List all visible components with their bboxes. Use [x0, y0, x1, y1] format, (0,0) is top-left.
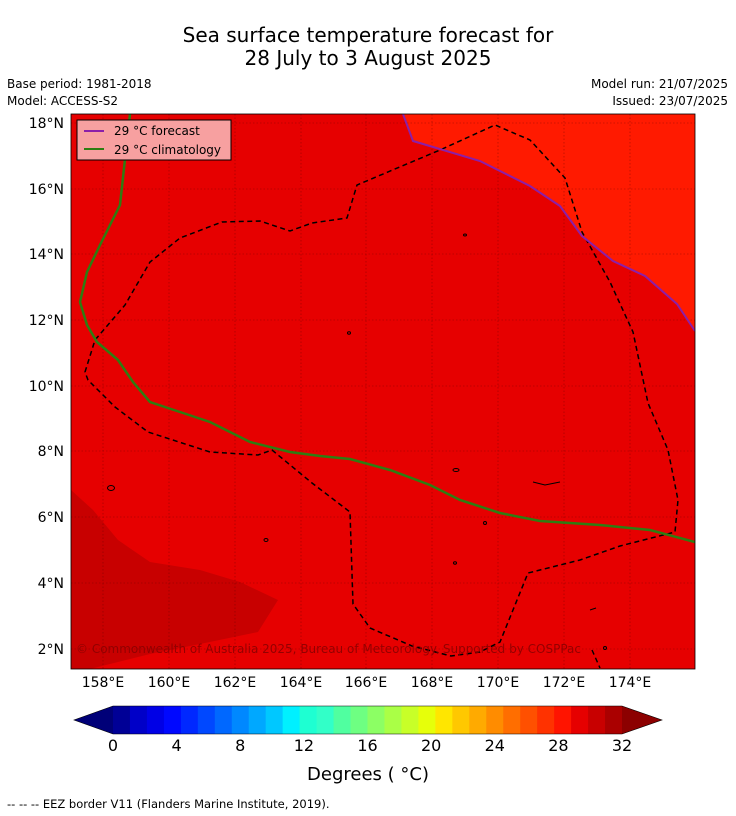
colorbar-bin	[520, 706, 538, 734]
eez-border	[84, 124, 679, 657]
colorbar-bin	[333, 706, 352, 734]
lon-tick-label: 162°E	[214, 675, 257, 691]
colorbar-bin	[452, 706, 470, 734]
climatology-29c-line	[78, 114, 695, 544]
copyright-watermark: © Commonwealth of Australia 2025, Bureau…	[76, 642, 581, 656]
lat-tick-label: 4°N	[38, 576, 64, 592]
colorbar-bin	[316, 706, 335, 734]
longitude-tick-labels: 158°E 160°E 162°E 164°E 166°E 168°E 170°…	[82, 675, 652, 691]
colorbar-under-arrow	[74, 706, 113, 734]
lat-tick-label: 16°N	[29, 182, 64, 198]
model-run: Model run: 21/07/2025	[590, 77, 728, 91]
colorbar-bin	[180, 706, 199, 734]
colorbar-bin	[299, 706, 318, 734]
colorbar-bin	[197, 706, 216, 734]
colorbar-bin	[435, 706, 453, 734]
colorbar-bin	[588, 706, 606, 734]
colorbar-bin	[113, 706, 131, 734]
legend-forecast-label: 29 °C forecast	[114, 124, 200, 138]
colorbar-bin	[384, 706, 402, 734]
colorbar-bin	[265, 706, 284, 734]
colorbar-tick-label: 24	[485, 736, 505, 755]
colorbar-tick-label: 20	[421, 736, 441, 755]
colorbar-bin	[537, 706, 555, 734]
lat-tick-label: 14°N	[29, 247, 64, 263]
legend-climatology-label: 29 °C climatology	[114, 143, 221, 157]
colorbar-bin	[163, 706, 182, 734]
cool-region	[71, 490, 278, 669]
colorbar: 0 4 8 12 16 20 24 28 32 Degrees ( °C)	[73, 705, 663, 785]
colorbar-bin	[248, 706, 267, 734]
colorbar-bin	[571, 706, 589, 734]
colorbar-tick-label: 28	[548, 736, 568, 755]
colorbar-tick-label: 0	[108, 736, 118, 755]
colorbar-bin	[367, 706, 385, 734]
lon-tick-label: 174°E	[609, 675, 652, 691]
colorbar-tick-label: 16	[357, 736, 377, 755]
issued-date: Issued: 23/07/2025	[612, 94, 728, 108]
islands	[107, 233, 607, 650]
colorbar-bin	[350, 706, 368, 734]
warm-region	[403, 114, 695, 331]
lon-tick-label: 172°E	[543, 675, 586, 691]
colorbar-bin	[469, 706, 487, 734]
colorbar-bin	[418, 706, 436, 734]
sst-map: 29 °C forecast 29 °C climatology © Commo…	[29, 113, 696, 691]
model-name: Model: ACCESS-S2	[7, 94, 119, 108]
latitude-tick-labels: 18°N 16°N 14°N 12°N 10°N 8°N 6°N 4°N 2°N	[29, 116, 64, 658]
eez-footnote: -- -- -- EEZ border V11 (Flanders Marine…	[7, 797, 330, 811]
lon-tick-label: 170°E	[477, 675, 520, 691]
lat-tick-label: 8°N	[38, 444, 64, 460]
colorbar-over-arrow	[622, 706, 662, 734]
lat-tick-label: 6°N	[38, 510, 64, 526]
colorbar-bin	[231, 706, 250, 734]
colorbar-bin	[503, 706, 521, 734]
eez-border-tail	[591, 649, 601, 669]
colorbar-bin	[282, 706, 301, 734]
colorbar-bin	[401, 706, 419, 734]
colorbar-bin	[129, 706, 148, 734]
colorbar-tick-label: 12	[294, 736, 314, 755]
colorbar-tick-label: 4	[172, 736, 182, 755]
chart-title-line1: Sea surface temperature forecast for	[182, 23, 554, 47]
colorbar-bin	[214, 706, 233, 734]
lon-tick-label: 168°E	[411, 675, 454, 691]
chart-title-line2: 28 July to 3 August 2025	[244, 46, 492, 70]
lat-tick-label: 12°N	[29, 313, 64, 329]
lon-tick-label: 164°E	[280, 675, 323, 691]
colorbar-bin	[554, 706, 572, 734]
lat-tick-label: 18°N	[29, 116, 64, 132]
grid-lines	[71, 114, 695, 669]
colorbar-bin	[486, 706, 504, 734]
map-legend: 29 °C forecast 29 °C climatology	[76, 119, 232, 161]
colorbar-bin	[605, 706, 623, 734]
colorbar-tick-label: 32	[612, 736, 632, 755]
base-period: Base period: 1981-2018	[7, 77, 152, 91]
colorbar-tick-label: 8	[235, 736, 245, 755]
colorbar-label: Degrees ( °C)	[307, 764, 429, 785]
lon-tick-label: 166°E	[345, 675, 388, 691]
colorbar-bin	[146, 706, 165, 734]
lon-tick-label: 160°E	[148, 675, 191, 691]
lon-tick-label: 158°E	[82, 675, 125, 691]
forecast-29c-line	[402, 114, 695, 332]
lat-tick-label: 10°N	[29, 379, 64, 395]
lat-tick-label: 2°N	[38, 642, 64, 658]
